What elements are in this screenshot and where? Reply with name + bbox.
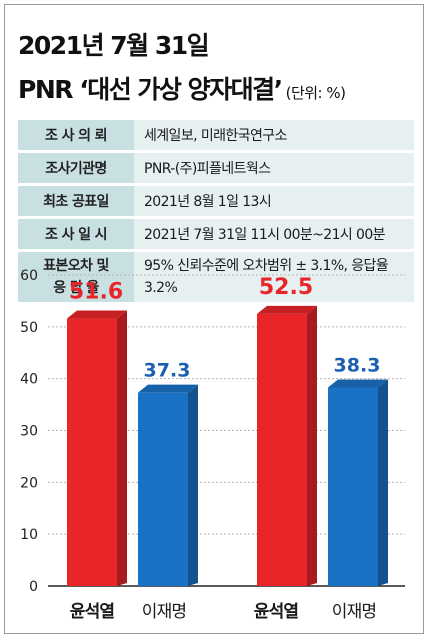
bars	[67, 305, 388, 586]
bar	[328, 379, 388, 586]
info-key: 표본오차 및 응 답 율	[18, 252, 134, 302]
chart-title-date: 2021년 7월 31일	[18, 31, 210, 60]
info-value-line2: 응답율 3.2%	[144, 258, 389, 296]
info-value: 2021년 7월 31일 11시 00분~21시 00분	[134, 219, 414, 249]
info-value-line1: 95% 신뢰수준에 오차범위 ± 3.1%,	[144, 258, 348, 274]
info-key-line2: 응 답 율	[53, 280, 99, 296]
bar-top	[328, 379, 388, 388]
bar	[257, 305, 317, 586]
x-label-candidate-2: 이재명	[141, 602, 187, 622]
info-key: 조 사 의 뢰	[18, 120, 134, 150]
y-tick-label: 20	[20, 475, 38, 491]
info-value: 2021년 8월 1일 13시	[134, 186, 414, 216]
info-value: PNR-(주)피플네트웍스	[134, 153, 414, 183]
value-label: 52.5	[259, 275, 313, 300]
info-value: 95% 신뢰수준에 오차범위 ± 3.1%, 응답율 3.2%	[134, 252, 414, 302]
info-row-requester: 조 사 의 뢰 세계일보, 미래한국연구소	[18, 120, 414, 150]
chart-title-text: PNR ‘대선 가상 양자대결’	[18, 75, 283, 104]
bar-front	[138, 392, 188, 586]
info-row-publish-date: 최초 공표일 2021년 8월 1일 13시	[18, 186, 414, 216]
bar-side	[307, 305, 317, 586]
bar-top	[138, 384, 198, 393]
info-key-line1: 표본오차 및	[43, 258, 109, 274]
bar-top	[67, 310, 127, 319]
value-label: 37.3	[144, 360, 191, 382]
x-label-candidate-1: 윤석열	[69, 602, 115, 622]
value-label: 38.3	[334, 354, 381, 376]
y-tick-label: 10	[20, 527, 38, 543]
y-tick-label: 40	[20, 372, 38, 388]
value-labels: 51.6 37.3 52.5 38.3	[69, 275, 381, 382]
info-row-agency: 조사기관명 PNR-(주)피플네트웍스	[18, 153, 414, 183]
bar-front	[257, 313, 307, 586]
bar-front	[328, 387, 378, 586]
info-value: 세계일보, 미래한국연구소	[134, 120, 414, 150]
bar-side	[117, 310, 127, 586]
x-label-candidate-4: 이재명	[331, 602, 377, 622]
y-tick-label: 0	[29, 579, 38, 595]
unit-label: (단위: %)	[285, 84, 346, 102]
x-label-candidate-3: 윤석열	[253, 602, 299, 622]
survey-info-table: 조 사 의 뢰 세계일보, 미래한국연구소 조사기관명 PNR-(주)피플네트웍…	[18, 117, 414, 305]
y-tick-label: 30	[20, 424, 38, 440]
bar-chart: 0 10 20 30 40 50 60 51.6 37.3 52.5 38.3	[20, 268, 405, 595]
bar-side	[188, 384, 198, 586]
bar-front	[67, 318, 117, 586]
y-tick-label: 60	[20, 268, 38, 284]
info-row-margin: 표본오차 및 응 답 율 95% 신뢰수준에 오차범위 ± 3.1%, 응답율 …	[18, 252, 414, 302]
bar-side	[378, 379, 388, 586]
bar	[138, 384, 198, 586]
y-tick-label: 50	[20, 320, 38, 336]
bar-top	[257, 305, 317, 314]
info-row-survey-date: 조 사 일 시 2021년 7월 31일 11시 00분~21시 00분	[18, 219, 414, 249]
chart-title: PNR ‘대선 가상 양자대결’ (단위: %)	[18, 70, 346, 106]
info-key: 조 사 일 시	[18, 219, 134, 249]
info-key: 조사기관명	[18, 153, 134, 183]
info-key: 최초 공표일	[18, 186, 134, 216]
bar	[67, 310, 127, 586]
value-label: 51.6	[69, 280, 123, 305]
